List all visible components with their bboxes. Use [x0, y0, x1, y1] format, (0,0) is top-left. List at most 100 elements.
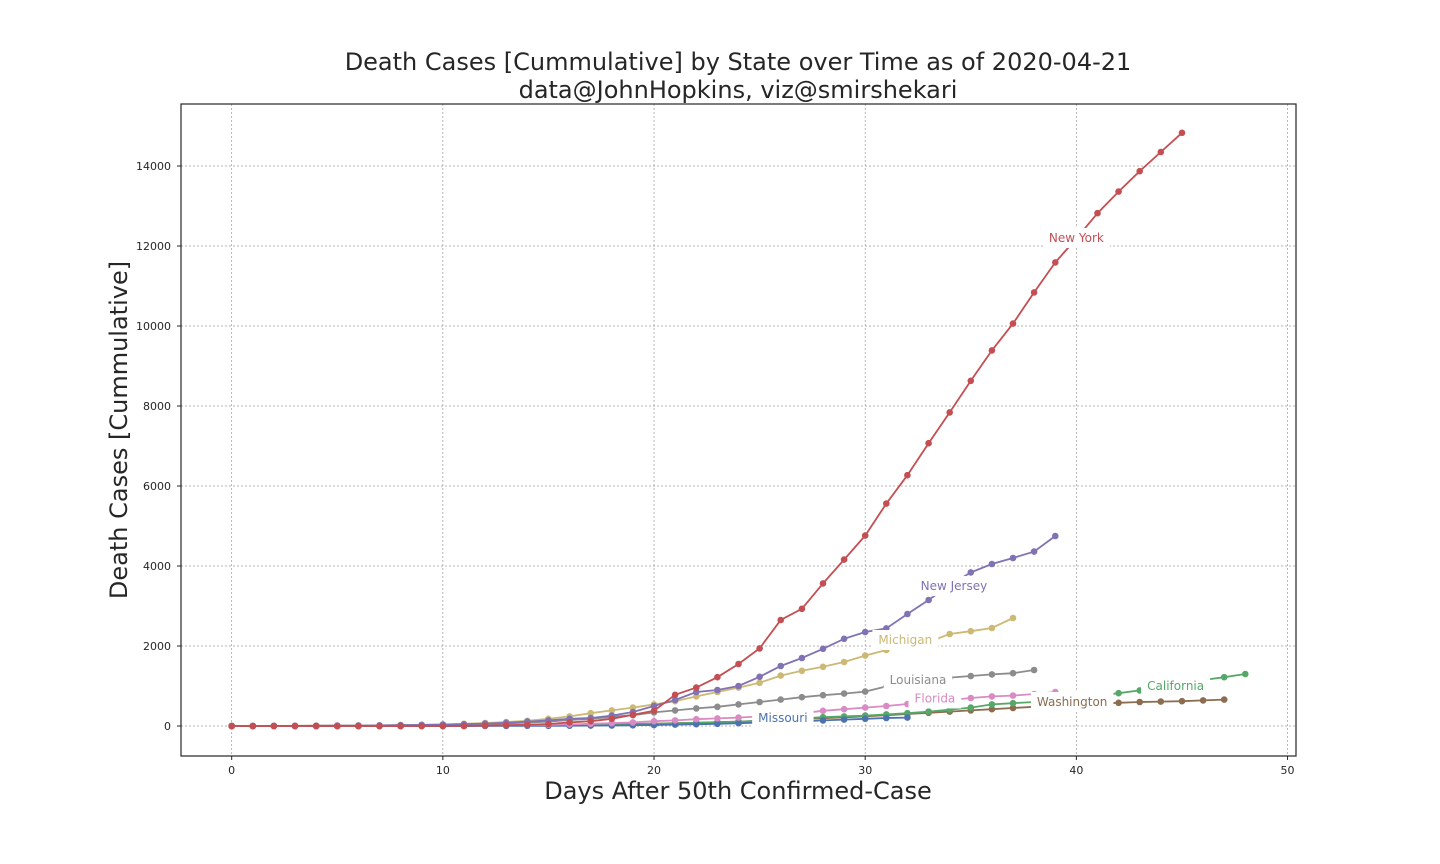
data-point-michigan [777, 672, 784, 679]
data-point-florida [650, 717, 658, 725]
x-tick-label: 20 [647, 764, 661, 777]
data-point-florida [1009, 692, 1017, 699]
data-point-new-jersey [988, 560, 996, 568]
series-label-background [872, 630, 939, 650]
data-point-michigan [1009, 614, 1017, 622]
data-point-new-york [946, 409, 953, 416]
series-label-background [1030, 692, 1114, 712]
data-point-new-york [798, 605, 806, 613]
data-point-missouri [693, 720, 700, 728]
data-point-michigan [756, 679, 763, 687]
data-point-new-york [1030, 289, 1038, 296]
data-point-new-york [1136, 167, 1143, 175]
x-tick-label: 10 [436, 764, 450, 777]
data-point-new-york [228, 722, 235, 730]
y-tick-label: 12000 [136, 240, 171, 253]
data-point-california [1242, 670, 1249, 678]
series-label-washington: Washington [1030, 692, 1114, 712]
data-point-louisiana [714, 703, 721, 711]
x-tick-label: 0 [228, 764, 235, 777]
data-point-michigan [608, 707, 616, 714]
data-point-washington [1220, 696, 1228, 703]
data-point-michigan [988, 624, 996, 632]
data-point-louisiana [1009, 669, 1017, 677]
data-point-new-jersey [967, 569, 975, 576]
x-tick-label: 40 [1069, 764, 1083, 777]
data-point-michigan [840, 658, 848, 666]
series-label-text: Michigan [878, 633, 932, 647]
data-point-new-jersey [756, 673, 763, 681]
data-point-washington [1157, 698, 1165, 705]
series-label-florida: Florida [908, 688, 962, 709]
data-point-michigan [967, 627, 975, 635]
data-point-new-jersey [650, 702, 658, 710]
axis-ticks: 0 10 20 30 40 50 0 2000 4000 6000 8000 10000 12000 14… [136, 160, 1295, 777]
plot-area-frame [180, 103, 1297, 757]
data-point-missouri [714, 720, 721, 728]
data-point-new-york [1009, 320, 1017, 327]
data-point-new-york [524, 721, 531, 729]
data-point-new-york [608, 715, 616, 723]
data-point-new-jersey [798, 654, 806, 662]
data-point-new-york [650, 707, 658, 715]
series-label-text: New York [1049, 231, 1104, 245]
data-point-louisiana [693, 705, 700, 712]
series-line-new-york [231, 132, 1183, 727]
data-point-california [925, 708, 932, 715]
grid [181, 104, 1296, 756]
data-point-florida [840, 705, 848, 713]
data-point-new-jersey [819, 645, 827, 653]
series-label-background [908, 688, 962, 709]
data-point-louisiana [671, 707, 679, 714]
data-point-florida [819, 707, 827, 715]
data-point-louisiana [1030, 666, 1038, 674]
data-point-new-york [566, 719, 573, 726]
data-point-new-jersey [777, 662, 784, 670]
data-point-new-york [756, 645, 763, 652]
data-point-new-york [355, 722, 362, 730]
x-tick-label: 50 [1281, 764, 1295, 777]
data-point-washington [1115, 699, 1122, 707]
data-point-new-jersey [671, 696, 679, 704]
data-point-michigan [819, 663, 827, 671]
data-point-florida [735, 714, 742, 721]
data-point-new-jersey [925, 596, 932, 604]
data-point-new-york [502, 721, 510, 729]
series-new-york [228, 129, 1186, 730]
data-point-missouri [840, 716, 848, 723]
series-label-text: Washington [1037, 695, 1108, 709]
series-label-text: Florida [914, 691, 955, 705]
series-label-background [752, 708, 814, 728]
data-point-louisiana [735, 701, 742, 708]
data-point-california [967, 704, 975, 711]
data-point-new-york [312, 722, 320, 730]
data-point-washington [988, 705, 996, 713]
data-point-missouri [819, 717, 827, 724]
data-point-new-york [988, 347, 996, 354]
series-label-background [1042, 228, 1110, 248]
data-point-new-york [671, 691, 679, 699]
data-point-new-york [1094, 209, 1101, 217]
series-label-text: California [1147, 679, 1204, 693]
series-label-missouri: Missouri [752, 708, 814, 728]
data-point-new-jersey [714, 686, 721, 694]
data-point-new-york [883, 500, 890, 507]
data-point-new-jersey [1052, 532, 1059, 540]
data-point-florida [671, 717, 679, 724]
series-label-text: Missouri [758, 711, 807, 725]
data-point-florida [988, 693, 996, 700]
data-point-new-jersey [735, 682, 742, 690]
series-label-new-jersey: New Jersey [914, 576, 994, 596]
data-point-new-york [861, 532, 869, 539]
x-axis-label: Days After 50th Confirmed-Case [544, 777, 932, 805]
data-point-washington [1178, 697, 1186, 705]
y-tick-label: 6000 [143, 480, 171, 493]
data-point-washington [1009, 704, 1017, 712]
data-point-louisiana [819, 691, 827, 699]
data-point-new-york [439, 722, 447, 730]
data-point-new-york [376, 722, 383, 730]
data-point-washington [1199, 697, 1207, 704]
data-point-new-york [925, 439, 932, 447]
series-label-text: New Jersey [921, 579, 988, 593]
